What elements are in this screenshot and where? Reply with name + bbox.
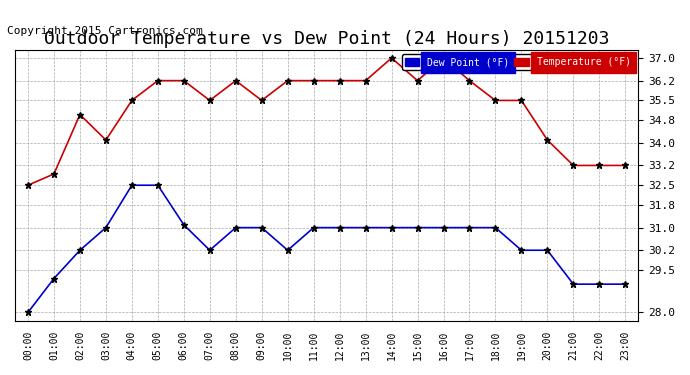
Title: Outdoor Temperature vs Dew Point (24 Hours) 20151203: Outdoor Temperature vs Dew Point (24 Hou… <box>44 30 609 48</box>
Legend: Dew Point (°F), Temperature (°F): Dew Point (°F), Temperature (°F) <box>402 54 633 70</box>
Text: Copyright 2015 Cartronics.com: Copyright 2015 Cartronics.com <box>7 26 203 36</box>
